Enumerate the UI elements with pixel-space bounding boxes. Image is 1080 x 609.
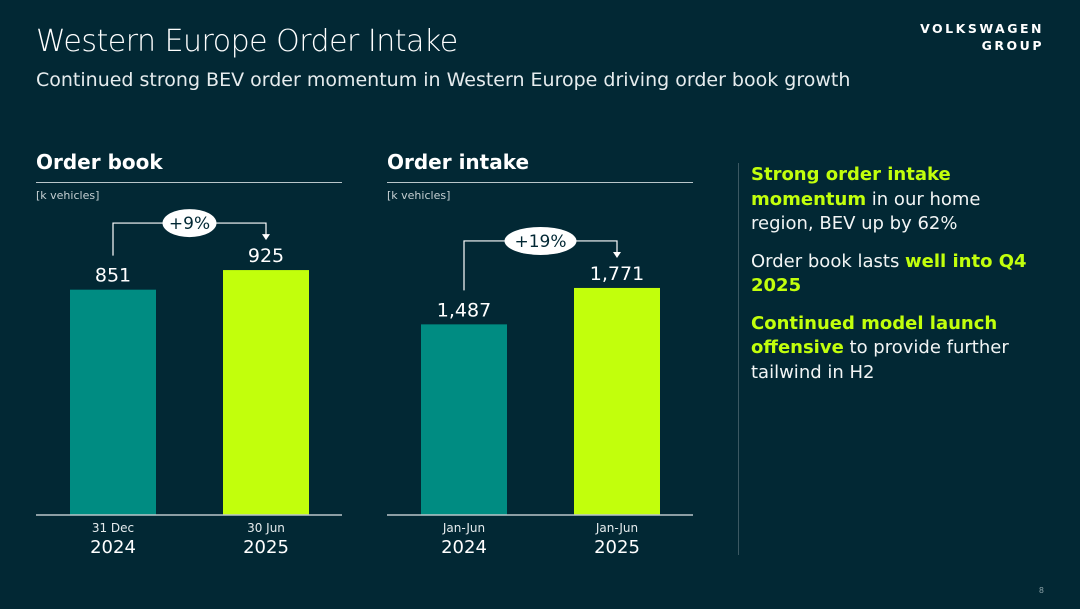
chart-svg: 1,487 Jan-Jun 2024 1,771 Jan-Jun 2025 +19% <box>387 226 693 558</box>
bar <box>574 287 660 515</box>
logo-line-1: VOLKSWAGEN <box>920 21 1044 36</box>
highlight: well into Q4 2025 <box>751 250 1027 297</box>
chart-title: Order intake <box>387 150 693 183</box>
chart-unit: [k vehicles] <box>387 189 451 202</box>
bar <box>421 324 507 515</box>
bullet-2: Order book lasts well into Q4 2025 <box>751 250 1038 299</box>
x-tick-label: 2025 <box>243 537 289 558</box>
x-tick-label: 30 Jun <box>247 521 285 535</box>
logo-line-2: GROUP <box>981 38 1044 53</box>
change-bubble <box>162 209 217 238</box>
x-tick-label: 2024 <box>441 537 487 558</box>
text: Order book lasts <box>751 250 906 272</box>
change-bubble <box>504 226 577 255</box>
page-number: 8 <box>1038 586 1044 595</box>
volkswagen-group-logo: VOLKSWAGEN GROUP <box>920 20 1044 54</box>
x-tick-label: Jan-Jun <box>595 521 638 535</box>
key-messages: Strong order intake momentum in our home… <box>738 163 1038 555</box>
highlight: Continued model launch offensive <box>751 312 998 359</box>
order-book-chart: Order book [k vehicles] 851 31 Dec 2024 925… <box>36 150 342 560</box>
arrow-head-icon <box>262 234 270 241</box>
data-label: 1,771 <box>590 263 644 285</box>
page-subtitle: Continued strong BEV order momentum in W… <box>36 69 851 91</box>
data-label: 1,487 <box>437 299 491 321</box>
bar <box>223 270 309 515</box>
chart-title: Order book <box>36 150 342 183</box>
x-tick-label: Jan-Jun <box>442 521 485 535</box>
arrow-head-icon <box>613 251 621 258</box>
chart-unit: [k vehicles] <box>36 189 100 202</box>
change-label: +9% <box>169 214 210 234</box>
data-label: 851 <box>95 265 131 287</box>
change-label: +19% <box>514 232 566 252</box>
x-tick-label: 31 Dec <box>92 521 134 535</box>
bar <box>70 289 156 515</box>
order-intake-chart: Order intake [k vehicles] 1,487 Jan-Jun 20… <box>387 150 693 560</box>
data-label: 925 <box>248 245 284 267</box>
bullet-3: Continued model launch offensive to prov… <box>751 312 1038 386</box>
page-title: Western Europe Order Intake <box>36 24 458 59</box>
chart-svg: 851 31 Dec 2024 925 30 Jun 2025 +9% <box>36 209 342 558</box>
text: to provide further tailwind in H2 <box>751 337 1009 383</box>
bullet-1: Strong order intake momentum in our home… <box>751 163 1038 237</box>
x-tick-label: 2024 <box>90 537 136 558</box>
highlight: Strong order intake momentum <box>751 164 951 210</box>
x-tick-label: 2025 <box>594 537 640 558</box>
text: in our home region, BEV up by 62% <box>751 188 981 235</box>
